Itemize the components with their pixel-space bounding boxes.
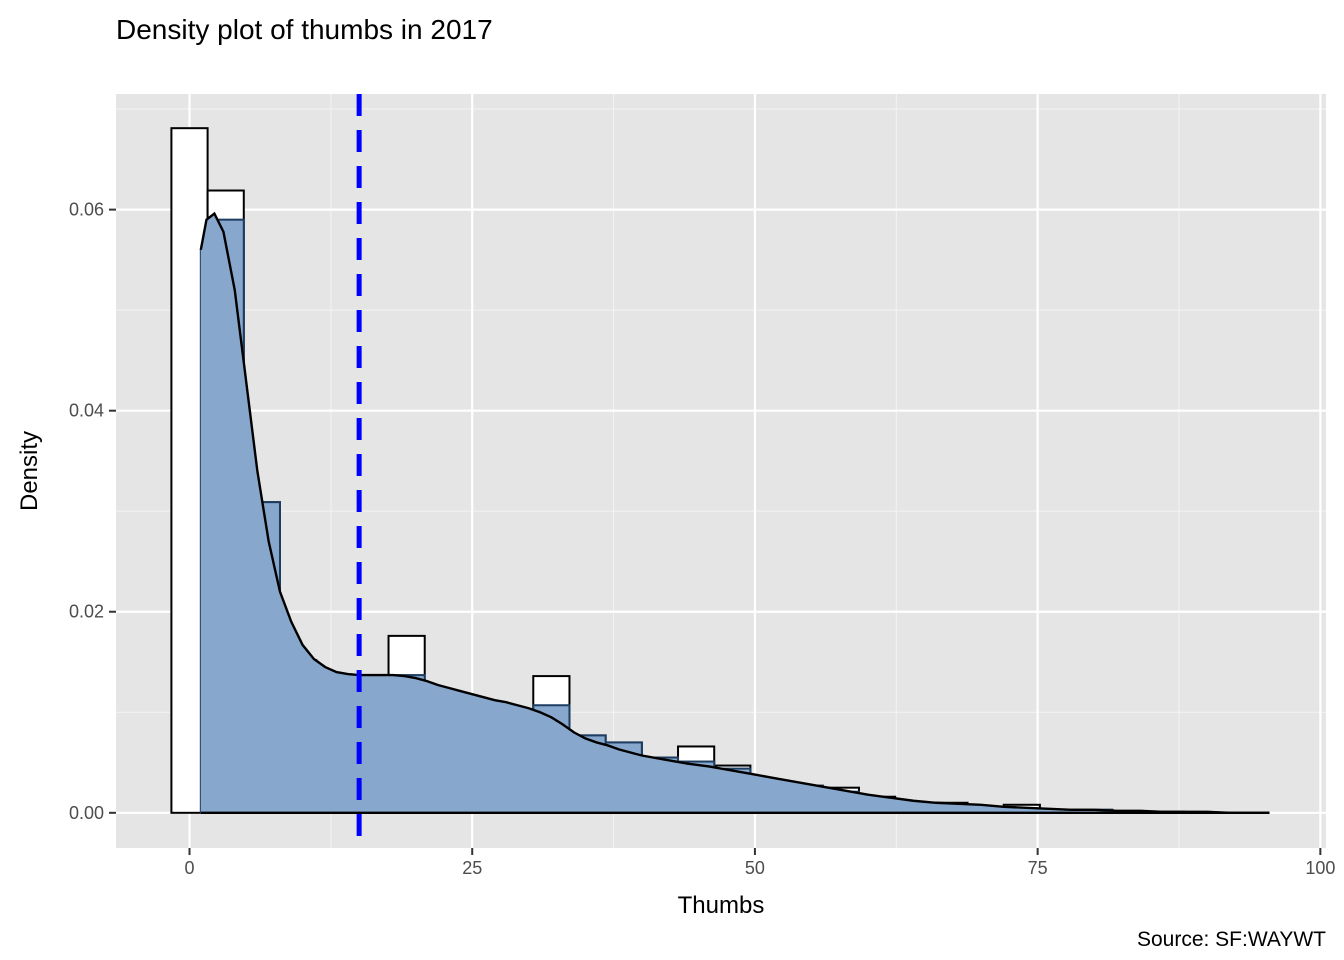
- y-tick-label: 0.02: [69, 602, 104, 622]
- density-curve: [199, 211, 1270, 815]
- density-curve-layer: [199, 211, 1270, 815]
- density-area: [200, 213, 1270, 813]
- y-tick-label: 0.00: [69, 803, 104, 823]
- y-axis-ticks: 0.00 0.02 0.04 0.06: [69, 200, 116, 823]
- chart-title: Density plot of thumbs in 2017: [116, 14, 493, 45]
- x-tick-label: 75: [1028, 858, 1048, 878]
- x-tick-label: 100: [1305, 858, 1335, 878]
- x-tick-label: 50: [745, 858, 765, 878]
- x-tick-label: 25: [462, 858, 482, 878]
- y-tick-label: 0.04: [69, 401, 104, 421]
- y-axis-title: Density: [16, 431, 43, 511]
- x-tick-label: 0: [184, 858, 194, 878]
- source-caption: Source: SF:WAYWT: [1137, 928, 1326, 951]
- y-tick-label: 0.06: [69, 200, 104, 220]
- x-axis-title: Thumbs: [678, 892, 765, 919]
- x-axis-ticks: 0 25 50 75 100: [184, 848, 1335, 878]
- minor-gridlines: [116, 94, 1326, 848]
